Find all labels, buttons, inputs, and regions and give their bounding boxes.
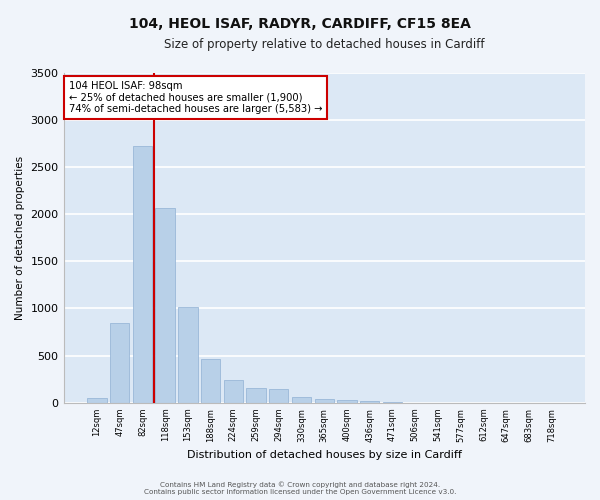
Bar xyxy=(224,380,243,403)
X-axis label: Distribution of detached houses by size in Cardiff: Distribution of detached houses by size … xyxy=(187,450,462,460)
Bar xyxy=(178,308,197,403)
Bar xyxy=(133,146,152,403)
Text: 104, HEOL ISAF, RADYR, CARDIFF, CF15 8EA: 104, HEOL ISAF, RADYR, CARDIFF, CF15 8EA xyxy=(129,18,471,32)
Y-axis label: Number of detached properties: Number of detached properties xyxy=(15,156,25,320)
Bar xyxy=(110,322,130,403)
Bar xyxy=(337,400,356,403)
Bar xyxy=(360,401,379,403)
Bar xyxy=(269,388,289,403)
Bar xyxy=(87,398,107,403)
Bar xyxy=(247,388,266,403)
Bar xyxy=(383,402,402,403)
Bar xyxy=(314,398,334,403)
Bar xyxy=(292,397,311,403)
Text: Contains public sector information licensed under the Open Government Licence v3: Contains public sector information licen… xyxy=(144,489,456,495)
Bar xyxy=(201,360,220,403)
Title: Size of property relative to detached houses in Cardiff: Size of property relative to detached ho… xyxy=(164,38,485,51)
Text: Contains HM Land Registry data © Crown copyright and database right 2024.: Contains HM Land Registry data © Crown c… xyxy=(160,481,440,488)
Bar xyxy=(155,208,175,403)
Text: 104 HEOL ISAF: 98sqm
← 25% of detached houses are smaller (1,900)
74% of semi-de: 104 HEOL ISAF: 98sqm ← 25% of detached h… xyxy=(69,81,322,114)
